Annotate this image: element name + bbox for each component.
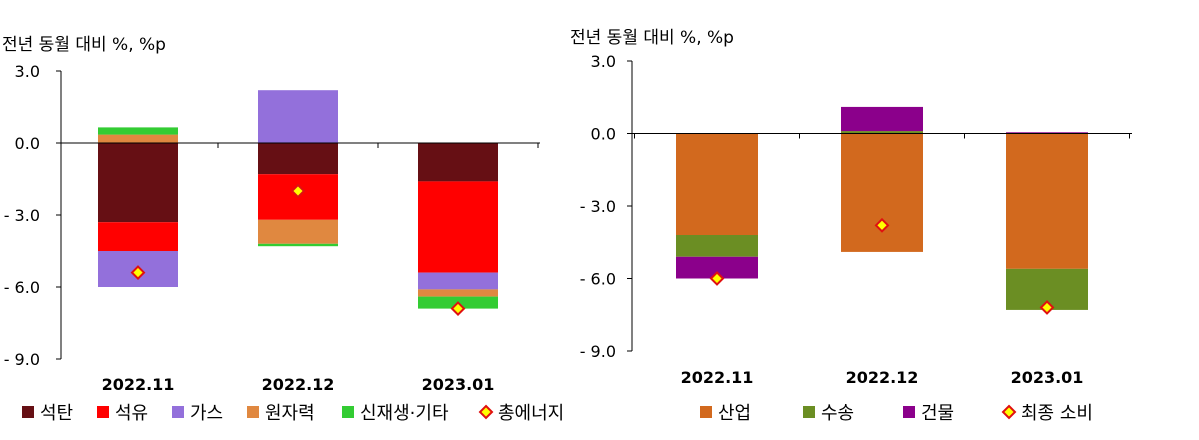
bar-가스-2023.01	[418, 272, 498, 290]
y-tick-label: 3.0	[15, 62, 40, 81]
legend-label: 총에너지	[498, 403, 564, 424]
category-label: 2023.01	[422, 375, 495, 394]
bar-원자력-2022.11	[98, 134, 178, 143]
bar-산업-2022.12	[841, 133, 923, 252]
legend-swatch	[903, 406, 915, 418]
total-marker-2022.11	[709, 271, 725, 286]
total-marker-2022.12	[290, 183, 306, 199]
bar-건물-2022.11	[676, 256, 758, 279]
y-tick-label: - 6.0	[4, 278, 40, 297]
category-label: 2022.12	[262, 375, 335, 394]
bar-가스-2022.12	[258, 90, 338, 143]
bar-수송-2022.11	[676, 235, 758, 257]
final-consumption-chart: 전년 동월 대비 %, %p 3.0 0.0 - 3.0 - 6.0 - 9.0 2022.…	[570, 28, 1132, 424]
bar-신재생·기타-2022.12	[258, 243, 338, 247]
bar-산업-2023.01	[1006, 133, 1088, 269]
bar-원자력-2023.01	[418, 289, 498, 297]
legend-label: 석유	[115, 403, 148, 424]
legend-label: 산업	[718, 403, 751, 424]
y-tick-label: - 3.0	[4, 206, 40, 225]
bar-산업-2022.11	[676, 133, 758, 235]
legend-swatch	[247, 406, 259, 418]
category-label: 2023.01	[1011, 368, 1084, 387]
legend-swatch	[803, 406, 815, 418]
legend-label: 원자력	[265, 403, 315, 424]
y-tick-label: 0.0	[15, 134, 40, 153]
bar-원자력-2022.12	[258, 219, 338, 244]
legend-label: 수송	[821, 403, 854, 424]
legend-swatch	[22, 406, 34, 418]
legend-swatch	[97, 406, 109, 418]
bar-석유-2023.01	[418, 181, 498, 273]
total-marker-2023.01	[1039, 300, 1055, 315]
category-label: 2022.12	[846, 368, 919, 387]
legend-swatch	[700, 406, 712, 418]
y-tick-label: 3.0	[591, 52, 616, 71]
total-marker-2022.11	[130, 265, 146, 281]
total-marker-2023.01	[450, 301, 466, 317]
total-marker-2022.12	[874, 217, 890, 233]
category-label: 2022.11	[681, 368, 754, 387]
bar-석탄-2023.01	[418, 143, 498, 182]
category-label: 2022.11	[102, 375, 175, 394]
y-axis-title: 전년 동월 대비 %, %p	[2, 35, 166, 55]
energy-source-chart: 전년 동월 대비 %, %p 3.0 0.0 - 3.0 - 6.0 - 9.0 2022.…	[2, 35, 564, 424]
legend-label: 최종 소비	[1021, 403, 1093, 424]
bar-수송-2022.12	[841, 131, 923, 134]
legend-swatch	[1001, 404, 1017, 420]
y-tick-label: 0.0	[591, 125, 616, 144]
legend-label: 가스	[190, 403, 223, 424]
legend-swatch	[342, 406, 354, 418]
legend-label: 석탄	[40, 403, 73, 424]
y-tick-label: - 3.0	[580, 197, 616, 216]
legend-label: 신재생·기타	[360, 403, 449, 424]
y-tick-label: - 9.0	[580, 342, 616, 361]
y-axis-title: 전년 동월 대비 %, %p	[570, 28, 734, 48]
bar-석유-2022.11	[98, 222, 178, 251]
bar-신재생·기타-2022.11	[98, 127, 178, 135]
legend-label: 건물	[921, 403, 954, 424]
y-tick-label: - 9.0	[4, 350, 40, 369]
bar-석탄-2022.12	[258, 143, 338, 175]
legend-swatch	[478, 404, 494, 420]
bar-석탄-2022.11	[98, 143, 178, 223]
bar-건물-2023.01	[1006, 132, 1088, 134]
bar-건물-2022.12	[841, 106, 923, 132]
legend-swatch	[172, 406, 184, 418]
y-tick-label: - 6.0	[580, 270, 616, 289]
